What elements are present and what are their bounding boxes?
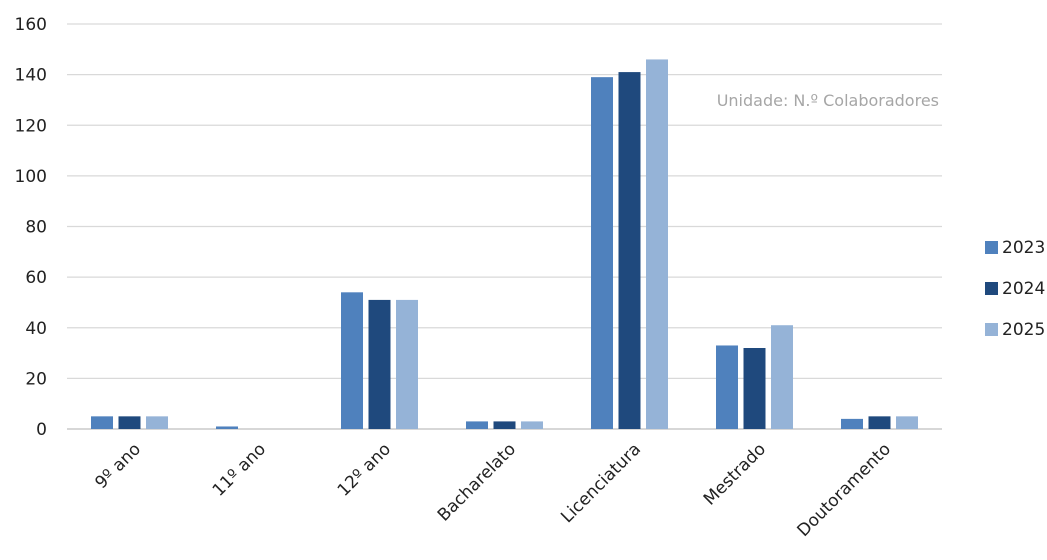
unit-annotation: Unidade: N.º Colaboradores <box>717 91 939 110</box>
x-category-label: 9º ano <box>91 439 145 493</box>
y-tick-label: 100 <box>15 167 47 187</box>
y-tick-label: 160 <box>15 15 47 35</box>
bar-2023-3 <box>466 421 488 429</box>
x-category-label: Doutoramento <box>793 439 895 541</box>
legend-swatch-2024 <box>985 282 998 295</box>
bar-2023-4 <box>591 77 613 429</box>
bar-2025-5 <box>771 325 793 429</box>
bar-2025-4 <box>646 59 668 429</box>
y-tick-label: 20 <box>25 369 47 389</box>
bar-2023-0 <box>91 416 113 429</box>
bar-2024-0 <box>118 416 141 429</box>
x-category-label: 12º ano <box>334 439 395 500</box>
y-tick-label: 120 <box>15 116 47 136</box>
x-category-label: Bacharelato <box>434 439 520 525</box>
x-axis-categories: 9º ano 11º ano 12º ano Bacharelato Licenciat… <box>91 439 895 541</box>
bar-2024-3 <box>493 421 516 429</box>
y-tick-label: 0 <box>36 420 47 440</box>
bar-2025-3 <box>521 421 543 429</box>
legend-swatch-2023 <box>985 241 998 254</box>
x-category-label: Licenciatura <box>557 439 645 527</box>
legend-swatch-2025 <box>985 323 998 336</box>
y-axis-ticks: 0 20 40 60 80 100 120 140 160 <box>15 15 47 440</box>
bar-2023-1 <box>216 426 238 429</box>
gridlines <box>67 23 942 430</box>
bar-2025-6 <box>896 416 918 429</box>
y-tick-label: 140 <box>15 66 47 86</box>
bars <box>91 59 918 429</box>
bar-2023-5 <box>716 345 738 429</box>
bar-2024-6 <box>868 416 891 429</box>
bar-2025-0 <box>146 416 168 429</box>
y-tick-label: 40 <box>25 319 47 339</box>
bar-2023-6 <box>841 418 863 429</box>
x-category-label: 11º ano <box>209 439 270 500</box>
bar-2024-5 <box>743 348 766 429</box>
legend-label: 2023 <box>1002 238 1045 258</box>
y-tick-label: 80 <box>25 218 47 238</box>
legend: 2023 2024 2025 <box>985 238 1045 340</box>
y-tick-label: 60 <box>25 268 47 288</box>
bar-2023-2 <box>341 292 363 429</box>
x-category-label: Mestrado <box>700 439 770 509</box>
bar-2025-2 <box>396 299 418 429</box>
bar-2024-4 <box>618 72 641 429</box>
bar-2024-2 <box>368 299 391 429</box>
legend-label: 2024 <box>1002 279 1045 299</box>
legend-label: 2025 <box>1002 320 1045 340</box>
